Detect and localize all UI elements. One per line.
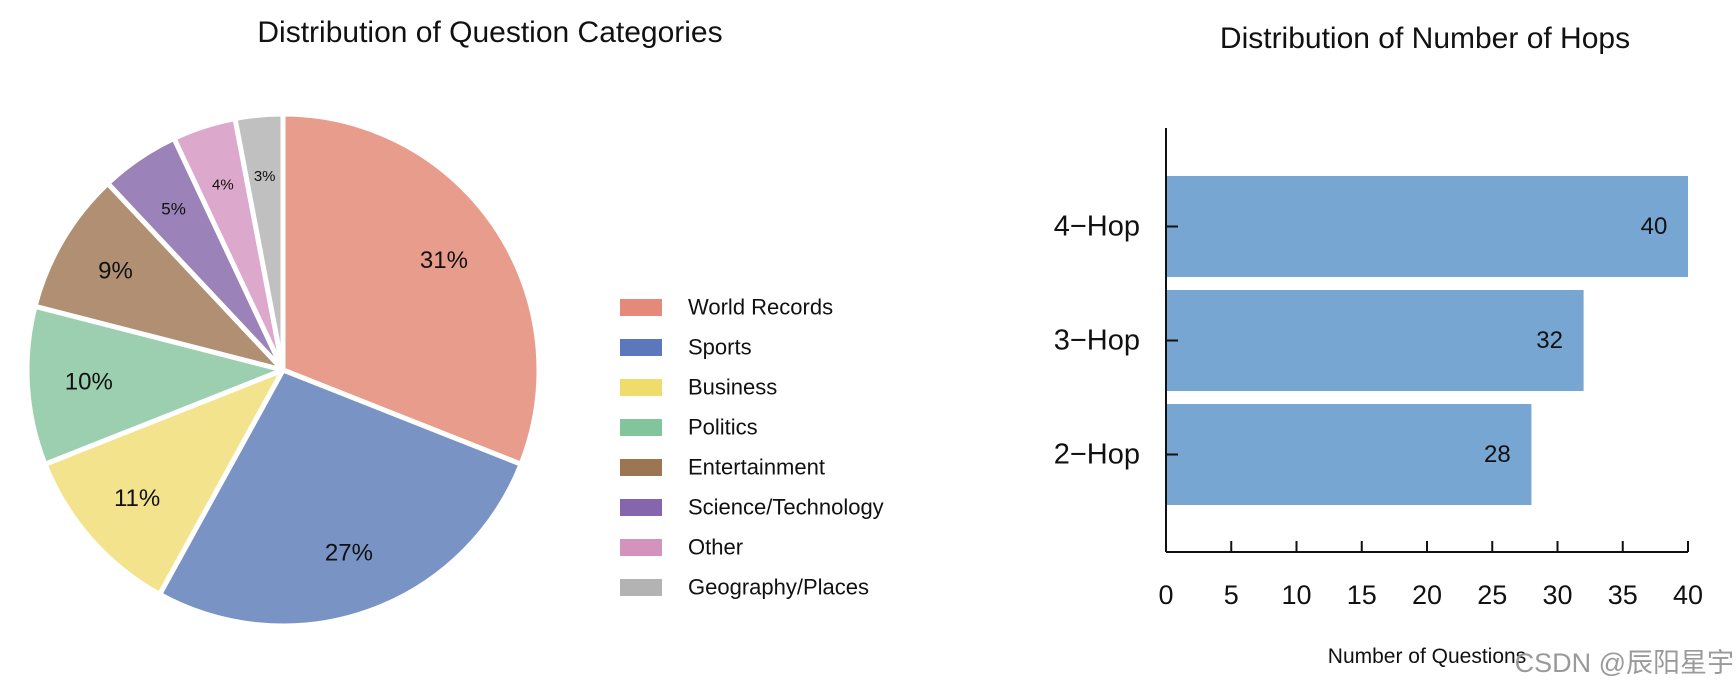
x-tick-label-5: 5 <box>1224 580 1239 610</box>
x-tick-label-0: 0 <box>1158 580 1173 610</box>
pie-label-geography-places: 3% <box>254 168 276 185</box>
x-tick-label-15: 15 <box>1347 580 1377 610</box>
legend-swatch-geography-places <box>620 579 662 596</box>
x-axis-ticks: 0 5 10 15 20 25 30 35 40 <box>1158 541 1703 610</box>
pie-label-business: 11% <box>114 485 160 512</box>
pie-label-sports: 27% <box>325 540 373 567</box>
pie-chart-title: Distribution of Question Categories <box>257 16 722 49</box>
bar-chart: 40 32 28 <box>1166 176 1688 505</box>
pie-label-science-technology: 5% <box>161 200 186 219</box>
bar-4-hop <box>1166 176 1688 277</box>
x-tick-label-10: 10 <box>1281 580 1311 610</box>
bar-3-hop <box>1166 290 1584 391</box>
legend-swatch-science-technology <box>620 499 662 516</box>
pie-legend: World Records Sports Business Politics Enter… <box>620 295 884 600</box>
x-tick-label-30: 30 <box>1542 580 1572 610</box>
legend-label-entertainment: Entertainment <box>688 455 825 480</box>
pie-label-entertainment: 9% <box>98 258 133 285</box>
pie-slice-business <box>42 367 286 597</box>
legend-label-other: Other <box>688 535 743 560</box>
y-tick-label-4-hop: 4−Hop <box>1054 211 1140 243</box>
watermark: CSDN @辰阳星宇 <box>1515 648 1734 678</box>
pie-label-other: 4% <box>212 177 234 194</box>
pie-labels: 31% 27% 11% 10% 9% 5% 4% 3% <box>65 168 468 567</box>
pie-slice-world-records <box>280 111 542 467</box>
bar-value-label-3-hop: 32 <box>1536 327 1563 354</box>
legend-swatch-business <box>620 379 662 396</box>
legend-swatch-sports <box>620 339 662 356</box>
legend-label-science-technology: Science/Technology <box>688 495 884 520</box>
legend-swatch-politics <box>620 419 662 436</box>
bar-2-hop <box>1166 404 1532 505</box>
bar-value-label-4-hop: 40 <box>1641 213 1668 240</box>
x-tick-label-35: 35 <box>1608 580 1638 610</box>
legend-label-world-records: World Records <box>688 295 833 320</box>
legend-swatch-other <box>620 539 662 556</box>
pie-label-world-records: 31% <box>420 247 468 274</box>
bar-value-label-2-hop: 28 <box>1484 441 1511 468</box>
pie-chart <box>24 111 542 629</box>
x-tick-label-25: 25 <box>1477 580 1507 610</box>
legend-swatch-entertainment <box>620 459 662 476</box>
legend-label-geography-places: Geography/Places <box>688 575 869 600</box>
x-axis-title: Number of Questions <box>1328 645 1526 668</box>
y-tick-label-2-hop: 2−Hop <box>1054 439 1140 471</box>
legend-label-business: Business <box>688 375 777 400</box>
pie-slice-entertainment <box>32 180 286 373</box>
pie-slice-politics <box>24 303 286 467</box>
x-tick-label-20: 20 <box>1412 580 1442 610</box>
y-axis-ticks: 4−Hop 3−Hop 2−Hop <box>1054 211 1178 471</box>
pie-label-politics: 10% <box>65 369 113 396</box>
legend-swatch-world-records <box>620 299 662 316</box>
legend-label-politics: Politics <box>688 415 758 440</box>
bar-chart-title: Distribution of Number of Hops <box>1220 22 1630 55</box>
legend-label-sports: Sports <box>688 335 752 360</box>
pie-slice-geography-places <box>232 111 286 373</box>
x-tick-label-40: 40 <box>1673 580 1703 610</box>
y-tick-label-3-hop: 3−Hop <box>1054 325 1140 357</box>
